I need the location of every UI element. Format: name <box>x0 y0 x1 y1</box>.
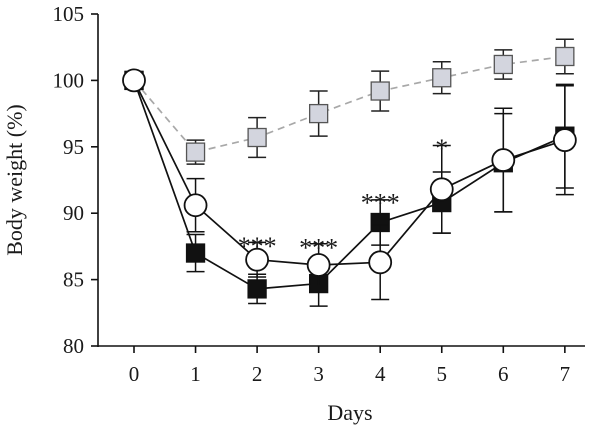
significance-marker: *** <box>361 188 400 217</box>
series-0-line <box>133 55 565 154</box>
x-tick-label: 7 <box>560 362 571 386</box>
x-tick-label: 4 <box>375 362 386 386</box>
data-point <box>247 127 267 148</box>
data-point <box>370 81 390 101</box>
data-point <box>493 54 513 75</box>
data-point <box>552 128 577 153</box>
annotation-layer: *** ******* <box>238 134 449 263</box>
y-tick-label: 80 <box>63 334 84 358</box>
data-point <box>185 243 206 263</box>
data-point <box>245 247 270 272</box>
data-point <box>183 193 208 218</box>
series-1-line <box>133 80 566 290</box>
data-point <box>122 68 146 93</box>
y-tick-label: 95 <box>63 135 84 159</box>
data-point <box>185 142 206 162</box>
y-tick-label: 100 <box>53 68 85 92</box>
significance-marker: *** <box>238 232 277 261</box>
x-tick-label: 5 <box>437 362 448 386</box>
x-tick-label: 0 <box>129 362 140 386</box>
significance-marker: *** <box>299 233 338 262</box>
data-point <box>429 177 454 202</box>
x-axis-title: Days <box>327 400 372 425</box>
significance-marker: * <box>435 134 448 163</box>
x-tick-label: 6 <box>498 362 509 386</box>
series-2 <box>122 68 577 301</box>
y-tick-label: 105 <box>53 2 85 26</box>
y-axis-title: Body weight (%) <box>2 104 27 256</box>
series-0 <box>124 38 575 165</box>
data-point <box>368 250 393 275</box>
y-tick-label: 90 <box>63 201 84 225</box>
x-tick-label: 3 <box>313 362 324 386</box>
data-point <box>247 279 267 299</box>
data-point <box>306 253 331 277</box>
data-point <box>555 46 575 67</box>
x-tick-label: 1 <box>190 362 201 386</box>
data-point <box>432 68 452 88</box>
x-tick-label: 2 <box>252 362 263 386</box>
y-tick-label: 85 <box>63 268 84 292</box>
data-point <box>308 103 329 124</box>
series-1 <box>124 70 575 307</box>
data-point <box>491 148 516 172</box>
axes: 80 85 90 95 100 105 0 1 2 3 4 5 6 7 <box>53 2 585 386</box>
series-layer <box>122 38 577 307</box>
